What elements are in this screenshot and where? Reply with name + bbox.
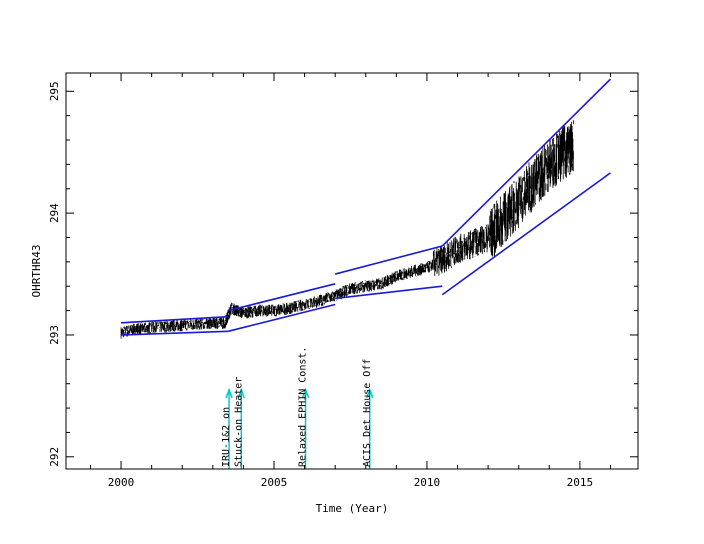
annotation-label: IRU-1&2 on: [221, 407, 232, 467]
plot-frame: [65, 72, 639, 470]
trend-line: [121, 315, 229, 324]
x-tick-label: 2005: [261, 476, 288, 489]
x-axis-label: Time (Year): [316, 502, 389, 515]
trend-line: [441, 78, 612, 247]
data-layer: [120, 120, 574, 339]
annotation-arrow-head: [225, 387, 233, 399]
trend-line: [335, 285, 443, 300]
y-tick-label: 295: [48, 81, 61, 101]
trend-line: [121, 330, 229, 336]
x-tick-label: 2010: [414, 476, 441, 489]
annotation-arrow-head: [366, 387, 374, 399]
y-tick-label: 294: [48, 203, 61, 223]
annotation-arrow-head: [301, 387, 310, 399]
trend-line: [227, 283, 336, 312]
x-tick-label: 2015: [567, 476, 594, 489]
annotation-layer: IRU-1&2 on Stuck-on Heater Relaxed EPHIN C…: [221, 347, 374, 469]
trend-line: [227, 303, 336, 333]
y-tick-label: 293: [48, 325, 61, 345]
trend-layer: [121, 78, 612, 336]
annotation-arrow-head: [237, 387, 245, 399]
y-axis-label: OHRTHR43: [30, 245, 43, 298]
annotation-label: Relaxed EPHIN Const.: [298, 347, 309, 467]
x-tick-label: 2000: [108, 476, 135, 489]
annotation-label: Stuck-on Heater: [233, 377, 244, 467]
annotation-label: ACIS Det House Off: [362, 359, 373, 467]
trend-line: [334, 245, 443, 275]
y-tick-label: 292: [48, 447, 61, 467]
trend-line: [441, 172, 611, 296]
tick-layer: 2000 2005 2010 2015 292 293 294 295: [48, 73, 638, 489]
